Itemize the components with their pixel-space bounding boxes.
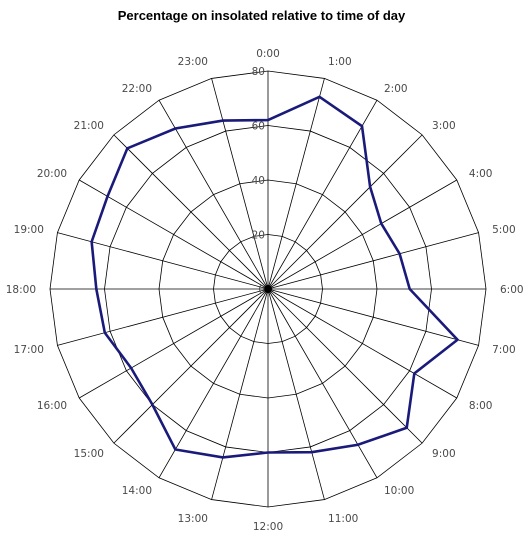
r-tick-label: 60 bbox=[252, 121, 265, 133]
axis-label: 6:00 bbox=[500, 284, 523, 296]
axis-label: 0:00 bbox=[256, 48, 280, 60]
axis-label: 4:00 bbox=[469, 168, 493, 180]
axis-label: 16:00 bbox=[37, 400, 67, 412]
grid-spoke bbox=[113, 288, 269, 444]
grid-spoke bbox=[79, 288, 269, 399]
grid-spoke bbox=[267, 78, 325, 290]
axis-label: 17:00 bbox=[14, 344, 44, 356]
axis-label: 2:00 bbox=[384, 83, 408, 95]
grid-spoke bbox=[79, 179, 269, 290]
axis-label: 23:00 bbox=[178, 56, 208, 68]
axis-label: 15:00 bbox=[74, 448, 104, 460]
center-dot bbox=[264, 285, 272, 293]
grid-spoke bbox=[267, 288, 457, 399]
axis-label: 9:00 bbox=[432, 448, 456, 460]
grid-spoke bbox=[267, 100, 378, 290]
grid-spoke bbox=[57, 288, 269, 346]
axis-label: 12:00 bbox=[253, 521, 283, 533]
chart-title: Percentage on insolated relative to time… bbox=[117, 8, 406, 23]
grid-spoke bbox=[211, 288, 269, 500]
grid-spoke bbox=[57, 232, 269, 290]
r-tick-label: 0 bbox=[258, 284, 265, 296]
grid-spoke bbox=[267, 232, 479, 290]
axis-label: 3:00 bbox=[432, 120, 456, 132]
grid-spoke bbox=[158, 100, 269, 290]
axis-label: 1:00 bbox=[328, 56, 352, 68]
grid-spoke bbox=[267, 288, 325, 500]
axis-label: 10:00 bbox=[384, 485, 414, 497]
r-tick-label: 40 bbox=[252, 175, 265, 187]
axis-label: 18:00 bbox=[6, 284, 36, 296]
r-tick-label: 80 bbox=[252, 66, 265, 78]
grid-spoke bbox=[267, 134, 423, 290]
grid-spoke bbox=[211, 78, 269, 290]
grid-spoke bbox=[267, 288, 378, 478]
axis-label: 8:00 bbox=[469, 400, 493, 412]
grid-spoke bbox=[267, 288, 479, 346]
axis-label: 14:00 bbox=[122, 485, 152, 497]
grid-spoke bbox=[113, 134, 269, 290]
axis-label: 19:00 bbox=[14, 224, 44, 236]
axis-label: 7:00 bbox=[492, 344, 516, 356]
axis-label: 5:00 bbox=[492, 224, 516, 236]
axis-label: 22:00 bbox=[122, 83, 152, 95]
grid-spoke bbox=[267, 179, 457, 290]
grid-spoke bbox=[267, 288, 423, 444]
r-tick-label: 20 bbox=[252, 230, 265, 242]
axis-label: 21:00 bbox=[74, 120, 104, 132]
axis-label: 13:00 bbox=[178, 513, 208, 525]
grid-spoke bbox=[158, 288, 269, 478]
axis-label: 20:00 bbox=[37, 168, 67, 180]
axis-label: 11:00 bbox=[328, 513, 358, 525]
